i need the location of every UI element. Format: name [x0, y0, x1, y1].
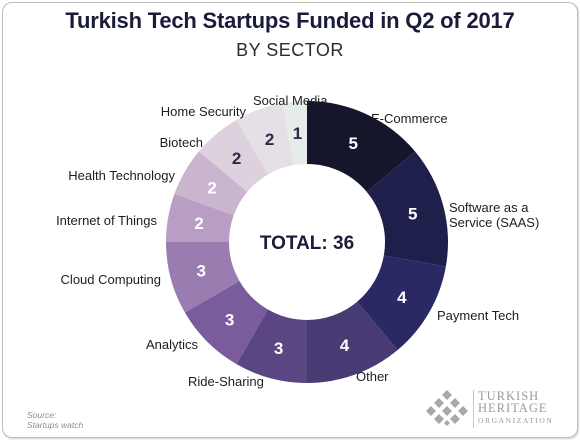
slice-value-label: 4	[340, 336, 350, 355]
source-label: Source:	[27, 410, 57, 420]
legend-label-e-commerce: E-Commerce	[371, 111, 448, 126]
legend-label-health-technology: Health Technology	[68, 168, 175, 183]
slice-social-media	[282, 101, 307, 166]
center-total-label: TOTAL: 36	[260, 233, 354, 254]
legend-label-software-as-a-service-saas: Service (SAAS)	[449, 215, 539, 230]
logo-line-3: ORGANIZATION	[478, 416, 554, 425]
legend-label-payment-tech: Payment Tech	[437, 308, 519, 323]
slice-value-label: 2	[194, 214, 203, 233]
slice-analytics	[184, 281, 268, 365]
slice-health-technology	[174, 151, 248, 216]
slice-home-security	[236, 103, 294, 175]
slice-ride-sharing	[236, 309, 307, 383]
logo-line-2: HERITAGE	[478, 401, 548, 415]
legend-label-biotech: Biotech	[160, 135, 203, 150]
slice-value-label: 2	[265, 130, 274, 149]
legend-label-home-security: Home Security	[161, 104, 247, 119]
source-note: Source: Startups watch	[27, 410, 83, 430]
source-name: Startups watch	[27, 420, 84, 430]
logo-line-1: TURKISH	[478, 389, 540, 403]
slice-value-label: 2	[232, 149, 241, 168]
slice-software-as-a-service-saas	[366, 151, 448, 267]
slice-payment-tech	[357, 255, 446, 351]
slice-other	[307, 301, 398, 383]
slice-value-label: 2	[207, 178, 216, 197]
logo-text: TURKISH HERITAGE ORGANIZATION	[478, 390, 553, 427]
slice-biotech	[198, 119, 268, 192]
logo-divider	[473, 390, 474, 428]
slice-value-label: 3	[225, 310, 234, 329]
legend-label-software-as-a-service-saas: Software as a	[449, 200, 529, 215]
slice-value-label: 3	[274, 339, 283, 358]
chart-title: Turkish Tech Startups Funded in Q2 of 20…	[65, 8, 515, 33]
legend-label-internet-of-things: Internet of Things	[56, 213, 157, 228]
slice-value-label: 4	[397, 288, 407, 307]
legend-label-social-media: Social Media	[253, 93, 328, 108]
slice-value-label: 3	[196, 261, 205, 280]
diamond-pattern-icon	[426, 390, 468, 426]
slice-cloud-computing	[166, 242, 240, 313]
legend-label-ride-sharing: Ride-Sharing	[188, 374, 264, 389]
turkish-heritage-logo: TURKISH HERITAGE ORGANIZATION	[424, 388, 574, 432]
slice-e-commerce	[307, 101, 416, 192]
chart-subtitle: BY SECTOR	[236, 40, 344, 60]
slice-value-label: 5	[408, 205, 417, 224]
legend-label-analytics: Analytics	[146, 337, 199, 352]
slice-value-label: 1	[293, 124, 302, 143]
slice-value-label: 5	[349, 134, 358, 153]
slice-internet-of-things	[166, 193, 234, 242]
legend-label-cloud-computing: Cloud Computing	[61, 272, 161, 287]
legend-label-other: Other	[356, 369, 389, 384]
